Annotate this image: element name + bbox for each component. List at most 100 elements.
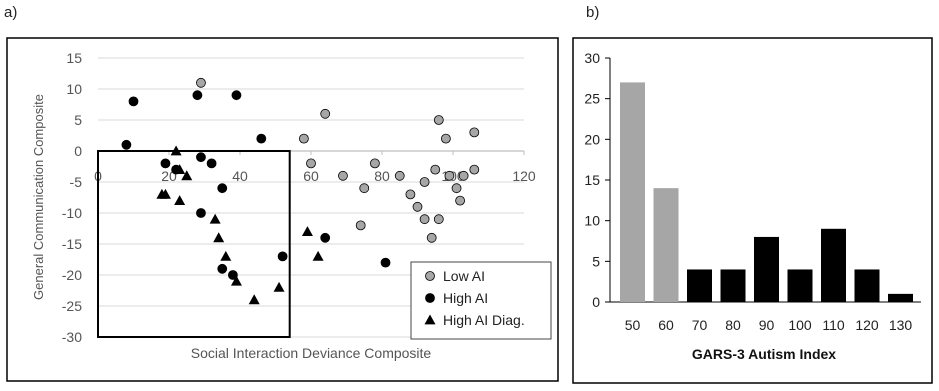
- scatter-point-high-ai: [206, 158, 217, 169]
- scatter-point-high-ai: [196, 152, 206, 163]
- bar-50: [620, 82, 645, 303]
- scatter-point-high-ai-diag: [209, 213, 221, 224]
- bar-x-tick-label: 80: [725, 317, 741, 333]
- scatter-point-low-ai: [455, 195, 466, 206]
- scatter-point-low-ai: [419, 214, 430, 225]
- scatter-point-high-ai: [217, 263, 228, 274]
- bar-100: [787, 269, 813, 302]
- bar-x-tick-label: 90: [759, 317, 775, 333]
- scatter-point-low-ai: [359, 183, 370, 194]
- legend-label: Low AI: [443, 268, 485, 284]
- bar-y-tick-label: 15: [584, 172, 600, 188]
- scatter-y-tick-label: 0: [74, 143, 82, 159]
- scatter-y-tick-label: -30: [62, 329, 82, 345]
- scatter-point-low-ai: [433, 214, 444, 225]
- scatter-x-axis-label: Social Interaction Deviance Composite: [191, 345, 432, 361]
- scatter-point-high-ai: [196, 208, 206, 218]
- scatter-point-low-ai: [426, 232, 437, 243]
- legend-label: High AI: [443, 290, 488, 306]
- scatter-y-tick-label: 5: [74, 112, 82, 128]
- legend-marker: [425, 293, 435, 303]
- scatter-point-low-ai: [430, 164, 441, 175]
- scatter-point-low-ai: [458, 170, 469, 181]
- bar-70: [687, 269, 712, 302]
- bar-60: [653, 188, 679, 302]
- scatter-point-low-ai: [394, 170, 405, 181]
- scatter-point-low-ai: [412, 201, 423, 212]
- scatter-point-high-ai-diag: [220, 250, 232, 261]
- scatter-point-high-ai: [231, 90, 242, 101]
- scatter-y-tick-label: -5: [70, 174, 83, 190]
- scatter-x-tick-label: 80: [374, 168, 390, 184]
- bars: [620, 82, 913, 303]
- scatter-x-tick-label: 40: [232, 168, 248, 184]
- scatter-point-high-ai-diag: [213, 232, 225, 243]
- scatter-point-low-ai: [405, 189, 416, 200]
- panel-b-label: b): [586, 4, 600, 21]
- scatter-point-high-ai: [128, 96, 139, 107]
- scatter-point-high-ai-diag: [174, 195, 186, 205]
- scatter-point-high-ai: [217, 183, 228, 194]
- scatter-point-high-ai: [227, 270, 238, 280]
- scatter-point-high-ai-diag: [170, 145, 182, 156]
- scatter-point-high-ai-diag: [273, 281, 285, 292]
- bar-120: [854, 269, 880, 302]
- scatter-point-high-ai-diag: [159, 188, 171, 199]
- scatter-point-high-ai: [256, 133, 267, 144]
- scatter-point-high-ai-diag: [301, 226, 313, 236]
- scatter-point-low-ai: [306, 158, 316, 169]
- scatter-point-low-ai: [440, 133, 451, 144]
- scatter-point-high-ai-diag: [312, 250, 324, 261]
- scatter-point-high-ai: [121, 139, 132, 150]
- scatter-y-tick-label: -20: [62, 267, 82, 283]
- panel-a-label: a): [4, 4, 18, 21]
- bar-y-tick-label: 10: [584, 213, 600, 229]
- scatter-x-tick-label: 60: [303, 168, 319, 184]
- scatter-point-low-ai: [433, 115, 444, 125]
- scatter-point-high-ai-diag: [174, 164, 186, 174]
- scatter-point-low-ai: [451, 183, 462, 194]
- scatter-point-low-ai: [320, 108, 331, 119]
- scatter-point-low-ai: [469, 127, 480, 138]
- bar-y-tick-label: 5: [592, 253, 600, 269]
- bar-80: [720, 269, 746, 302]
- scatter-legend: Low AI High AI High AI Diag.: [410, 261, 552, 340]
- bar-130: [888, 293, 913, 302]
- bar-y-tick-label: 0: [592, 294, 600, 310]
- bar-x-axis-label: GARS-3 Autism Index: [692, 346, 836, 362]
- scatter-point-high-ai-diag: [248, 294, 260, 305]
- scatter-point-low-ai: [338, 170, 348, 181]
- bar-x-tick-label: 120: [855, 317, 879, 333]
- scatter-point-low-ai: [196, 77, 206, 88]
- scatter-points: [121, 77, 480, 305]
- legend-marker: [425, 271, 435, 281]
- bar-y-tick-label: 20: [584, 131, 600, 147]
- bar-y-tick-label: 30: [584, 50, 600, 66]
- highlight-region-box: [97, 150, 291, 338]
- scatter-point-low-ai: [369, 158, 380, 169]
- bar-x-tick-label: 50: [625, 317, 641, 333]
- bar-x-tick-label: 130: [889, 317, 913, 333]
- scatter-point-high-ai: [160, 158, 171, 169]
- scatter-y-tick-label: -25: [62, 298, 82, 314]
- legend-label: High AI Diag.: [443, 312, 525, 328]
- scatter-point-low-ai: [298, 133, 309, 144]
- bar-90: [754, 236, 779, 302]
- legend-marker: [424, 314, 436, 325]
- bar-x-tick-label: 60: [658, 317, 674, 333]
- scatter-y-tick-label: -15: [62, 236, 82, 252]
- bar-y-tick-label: 25: [584, 91, 600, 107]
- scatter-point-low-ai: [355, 220, 366, 231]
- scatter-point-high-ai: [192, 90, 203, 101]
- bar-x-tick-label: 70: [692, 317, 708, 333]
- scatter-y-tick-label: 10: [66, 81, 82, 97]
- scatter-point-high-ai-diag: [230, 275, 242, 286]
- scatter-point-high-ai: [320, 232, 331, 243]
- scatter-point-high-ai-diag: [181, 170, 193, 181]
- scatter-point-low-ai: [469, 164, 480, 175]
- bar-110: [821, 228, 846, 302]
- scatter-y-axis-label: General Communication Composite: [31, 94, 46, 300]
- bar-x-tick-label: 110: [822, 317, 845, 333]
